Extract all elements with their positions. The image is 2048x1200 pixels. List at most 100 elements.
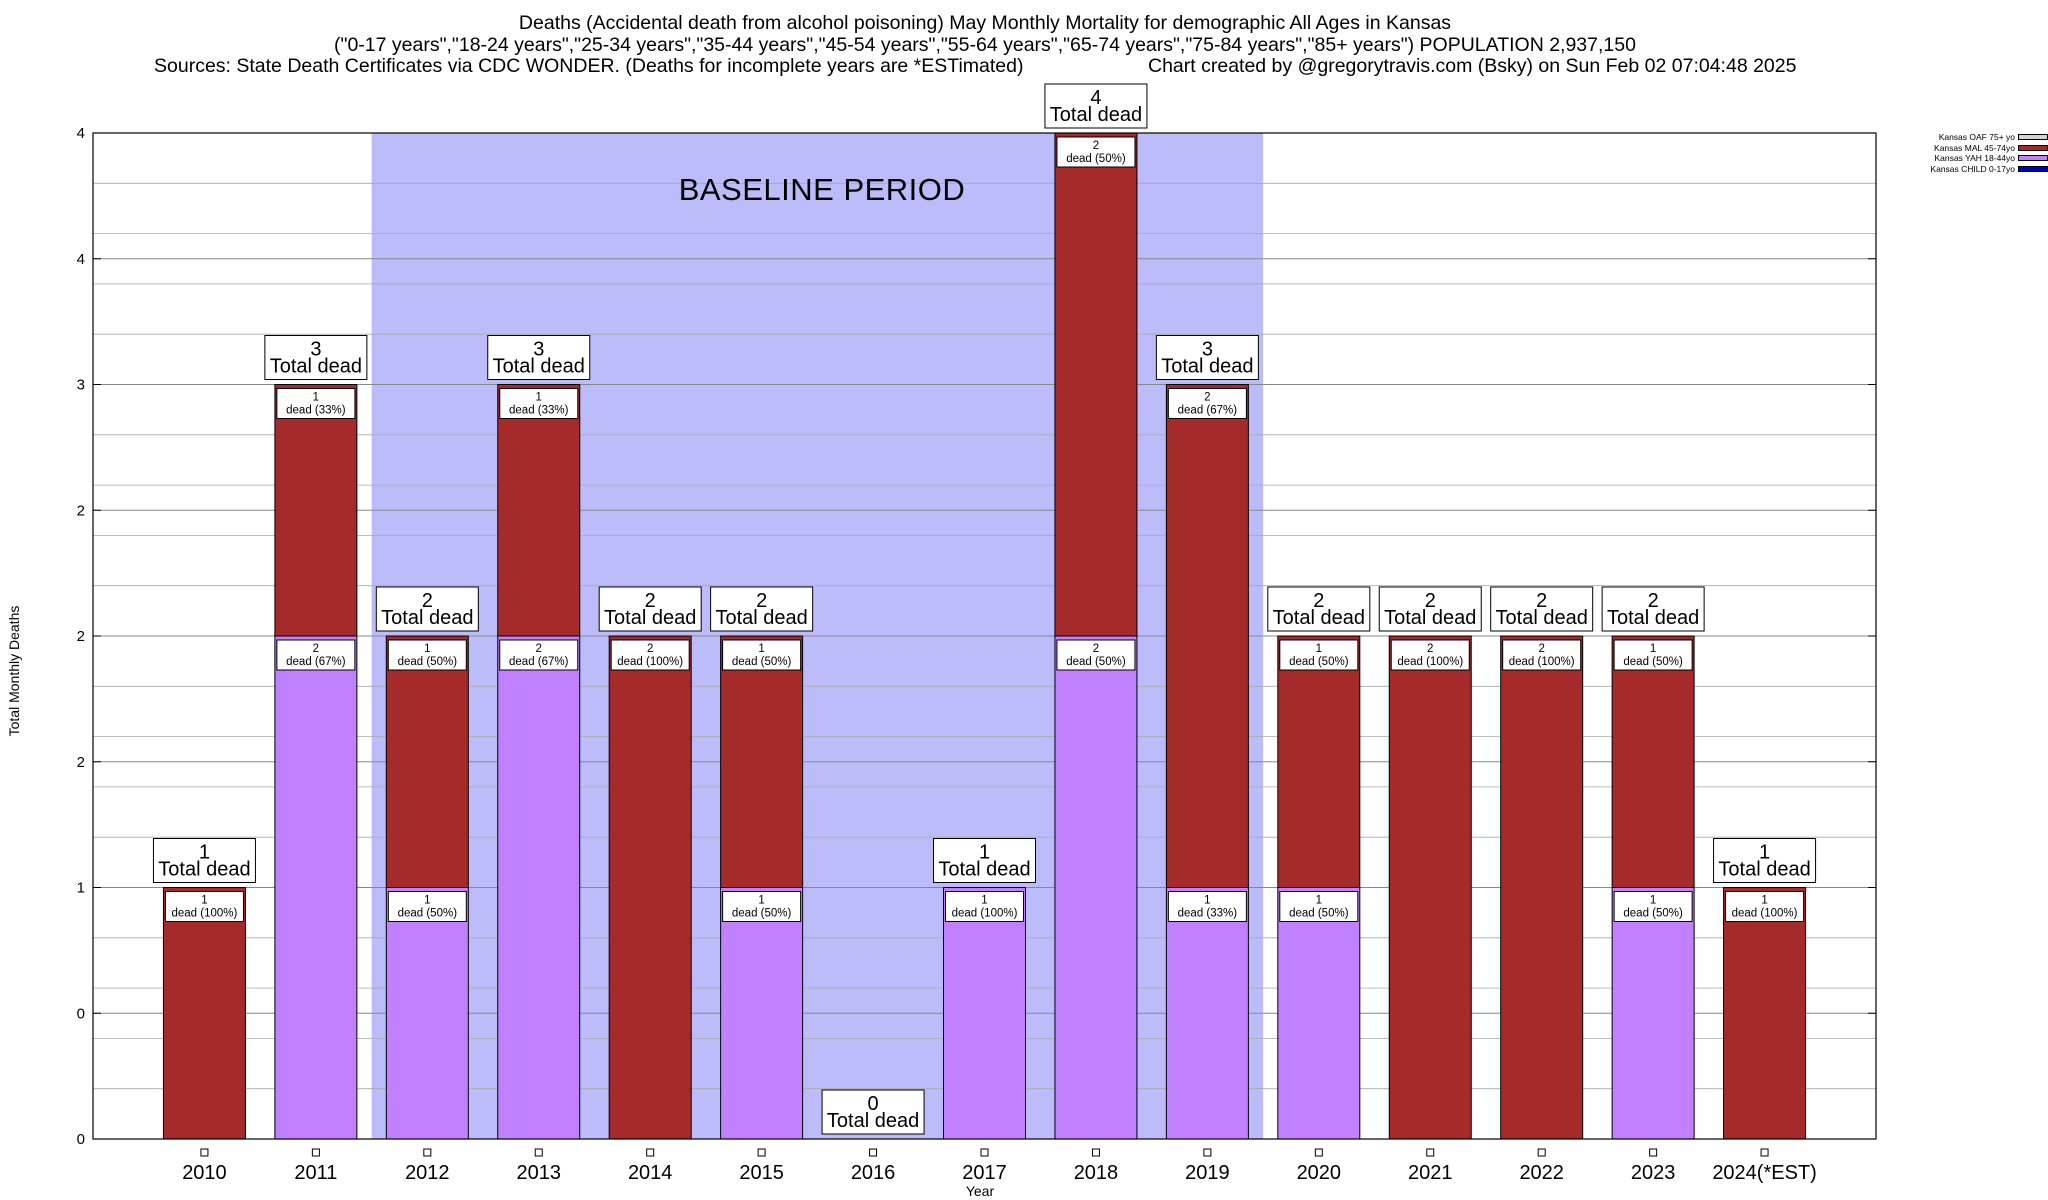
legend-swatch (2018, 144, 2048, 151)
segment-label-count: 1 (313, 392, 319, 404)
total-label-value: 2 (1425, 590, 1436, 612)
x-tick-label: 2022 (1519, 1162, 1564, 1184)
total-label-text: Total dead (938, 859, 1030, 881)
legend-item-child: Kansas CHILD 0-17yo (1880, 164, 2048, 175)
segment-label-percent: dead (50%) (732, 656, 792, 668)
segment-label-box (1279, 891, 1359, 922)
segment-label-box (1167, 891, 1247, 922)
total-label-value: 3 (1202, 339, 1213, 361)
segment-label-percent: dead (50%) (1623, 656, 1683, 668)
segment-label-box (1167, 388, 1247, 419)
x-tick-marker (1426, 1148, 1435, 1157)
chart-title: Deaths (Accidental death from alcohol po… (518, 12, 1452, 34)
bar-segment-yah (720, 887, 804, 1140)
total-label-box (1601, 586, 1705, 632)
x-tick-label: 2015 (739, 1162, 784, 1184)
bar-segment-mal (1611, 635, 1695, 888)
segment-label-box (164, 891, 244, 922)
x-tick-label: 2023 (1631, 1162, 1676, 1184)
legend-item-yah: Kansas YAH 18-44yo (1880, 153, 2048, 164)
segment-label-percent: dead (50%) (1289, 656, 1349, 668)
total-label-value: 2 (1313, 590, 1324, 612)
x-tick-marker (423, 1148, 432, 1157)
legend-swatch (2018, 134, 2048, 140)
bar-segment-yah (1277, 887, 1361, 1140)
bar-segment-yah (1165, 887, 1249, 1140)
total-label-text: Total dead (1273, 607, 1365, 629)
total-label-value: 2 (645, 590, 656, 612)
legend-label: Kansas CHILD 0-17yo (1930, 163, 2015, 174)
total-label-box (821, 1089, 925, 1135)
segment-label-count: 2 (1093, 140, 1099, 152)
segment-label-percent: dead (100%) (1509, 656, 1575, 668)
segment-label-box (276, 388, 356, 419)
segment-label-count: 1 (536, 392, 542, 404)
total-label-box (1155, 335, 1259, 380)
x-axis-label: Year (965, 1183, 995, 1199)
segment-label-box (722, 891, 802, 922)
segment-label-box (499, 639, 579, 671)
segment-label-count: 2 (1093, 643, 1099, 655)
x-tick-marker (1649, 1148, 1658, 1157)
segment-label-percent: dead (50%) (1623, 908, 1683, 920)
segment-label-box (1502, 639, 1582, 671)
total-label-text: Total dead (715, 607, 807, 629)
total-label-text: Total dead (1384, 607, 1476, 629)
segment-label-box (1056, 639, 1136, 671)
bar-segment-mal (385, 635, 469, 888)
segment-label-percent: dead (100%) (1397, 656, 1463, 668)
segment-label-count: 2 (1538, 643, 1544, 655)
x-tick-marker (869, 1148, 878, 1157)
plot-frame (92, 132, 1877, 1140)
x-tick-marker (980, 1148, 989, 1157)
segment-label-percent: dead (33%) (509, 405, 569, 417)
y-tick-label: 1 (77, 880, 85, 897)
total-label-box (598, 586, 702, 632)
total-label-value: 4 (1090, 87, 1101, 109)
segment-label-box (1613, 639, 1693, 671)
chart-source: Sources: State Death Certificates via CD… (154, 55, 1024, 77)
segment-label-count: 1 (758, 895, 764, 907)
total-label-box (1490, 586, 1594, 632)
legend-label: Kansas MAL 45-74yo (1934, 142, 2015, 153)
segment-label-percent: dead (33%) (1178, 908, 1238, 920)
x-tick-marker (1760, 1148, 1769, 1157)
total-label-value: 1 (1759, 842, 1770, 864)
total-label-text: Total dead (1607, 607, 1699, 629)
segment-label-percent: dead (50%) (1066, 656, 1126, 668)
total-label-text: Total dead (493, 356, 585, 378)
x-tick-label: 2019 (1185, 1162, 1230, 1184)
total-label-box (487, 335, 591, 380)
x-tick-marker (200, 1148, 209, 1157)
x-tick-marker (534, 1148, 543, 1157)
x-tick-label: 2018 (1074, 1162, 1119, 1184)
segment-label-percent: dead (50%) (398, 908, 458, 920)
x-tick-marker (1203, 1148, 1212, 1157)
legend-swatch (2018, 155, 2048, 161)
segment-label-count: 1 (201, 895, 207, 907)
segment-label-count: 1 (424, 895, 430, 907)
legend-item-oaf: Kansas OAF 75+ yo (1880, 132, 2048, 143)
bar-segment-mal (608, 635, 692, 1140)
x-tick-marker (757, 1148, 766, 1157)
segment-label-count: 1 (1316, 643, 1322, 655)
x-tick-label: 2011 (294, 1162, 337, 1184)
chart-subtitle: ("0-17 years","18-24 years","25-34 years… (334, 34, 1636, 56)
x-tick-marker (1091, 1148, 1100, 1157)
segment-label-percent: dead (100%) (1732, 908, 1798, 920)
bar-segment-mal (1165, 384, 1249, 888)
x-tick-label: 2016 (851, 1162, 896, 1184)
segment-label-count: 1 (424, 643, 430, 655)
segment-label-percent: dead (50%) (732, 908, 792, 920)
y-axis-label: Total Monthly Deaths (6, 605, 22, 737)
bar-segment-mal (1277, 635, 1361, 888)
segment-label-percent: dead (67%) (1178, 405, 1238, 417)
segment-label-box (387, 639, 467, 671)
segment-label-percent: dead (50%) (1066, 153, 1126, 165)
total-label-text: Total dead (1050, 104, 1142, 126)
y-tick-label: 0 (77, 1131, 85, 1148)
segment-label-count: 2 (1427, 643, 1433, 655)
y-tick-label: 3 (77, 377, 85, 394)
total-label-value: 1 (199, 842, 210, 864)
